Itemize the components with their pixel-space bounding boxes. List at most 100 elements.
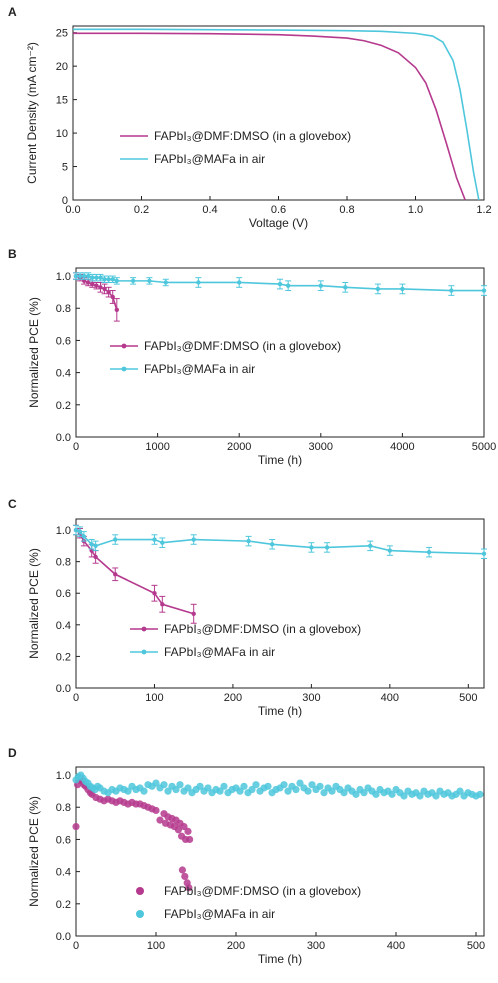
x-tick-label: 0.6 [271,204,286,216]
panel-letter: B [8,247,17,261]
legend-label: FAPbI₃@DMF:DMSO (in a glovebox) [164,884,361,898]
data-point [237,280,242,285]
data-point [163,280,168,285]
data-point [416,792,424,800]
data-point [113,572,118,577]
legend-item: FAPbI₃@DMF:DMSO (in a glovebox) [110,339,341,353]
data-point [388,790,396,798]
data-point [90,275,95,280]
data-point [269,542,275,547]
y-axis-title: Normalized PCE (%) [27,297,41,408]
data-point [110,277,115,282]
x-tick-label: 0.2 [134,204,149,216]
x-tick-label: 200 [227,940,245,952]
data-point [113,537,118,542]
data-point [284,787,292,795]
legend-label: FAPbI₃@DMF:DMSO (in a glovebox) [154,129,351,143]
series-line [73,28,480,201]
panel-letter: D [8,746,17,760]
x-tick-label: 0 [73,940,79,952]
data-point [481,288,487,293]
x-tick-label: 200 [224,692,242,704]
legend-item: FAPbI₃@DMF:DMSO (in a glovebox) [120,129,351,143]
data-point [102,286,107,292]
x-axis-title: Time (h) [258,704,302,718]
data-point [73,273,79,279]
chart-panel-a: A 0.0 0.2 0.4 0.6 0.8 1.0 1.2 0 5 10 15 20 25 Voltage … [8,5,492,230]
y-axis-title: Normalized PCE (%) [27,796,41,907]
data-point [81,278,87,284]
legend-item: FAPbI₃@DMF:DMSO (in a glovebox) [130,622,361,636]
x-tick-label: 300 [307,940,325,952]
plot-frame [72,25,485,201]
x-tick-label: 500 [467,940,485,952]
data-point [86,273,91,279]
data-point [152,779,160,787]
x-tick-label: 0.8 [339,204,354,216]
x-tick-label: 100 [145,692,163,704]
data-point [164,787,172,795]
data-point [180,822,188,831]
legend-label: FAPbI₃@MAFa in air [164,907,275,921]
legend-item: FAPbI₃@MAFa in air [136,907,275,921]
y-tick-label: 15 [56,95,68,107]
x-tick-label: 300 [302,692,320,704]
legend-label: FAPbI₃@MAFa in air [154,152,265,166]
y-tick-label: 0.4 [56,867,71,879]
plot-frame [75,267,485,438]
data-point [277,281,283,287]
data-point [160,602,165,607]
x-tick-label: 0.0 [65,204,80,216]
data-point [456,787,464,795]
data-point [352,790,360,798]
panel-letter: C [8,497,17,511]
data-point [184,827,192,835]
legend-item: FAPbI₃@MAFa in air [130,645,275,659]
y-tick-label: 1.0 [56,770,71,782]
chart-panel-d: D 0 100 200 300 400 500 0.0 0.2 0.4 0.6 0.8 1.0 Time … [8,746,485,966]
data-point [140,787,148,795]
data-point [130,278,136,284]
data-point [204,784,212,792]
x-tick-label: 3000 [309,441,333,453]
x-tick-label: 500 [459,692,477,704]
legend-marker [121,343,127,349]
data-point [77,273,83,279]
data-point [220,782,228,790]
plot-frame [75,766,485,937]
series-dmf-dmso [73,272,120,322]
y-tick-label: 0.0 [56,683,71,695]
legend-marker [136,887,144,895]
series-line [73,32,466,201]
data-point [184,784,192,792]
data-point [81,534,87,539]
series-dmf-dmso [73,32,466,201]
data-point [196,280,201,285]
data-point [476,790,484,798]
data-point [308,781,316,789]
x-tick-label: 400 [387,940,405,952]
data-point [400,286,405,292]
data-point [94,283,99,288]
data-point [86,280,91,285]
legend-marker [136,910,144,918]
y-tick-label: 0.8 [56,557,71,569]
data-point [481,551,487,556]
y-axis-title: Normalized PCE (%) [27,548,41,659]
x-tick-label: 5000 [472,441,496,453]
data-point [236,787,244,795]
data-point [93,543,98,549]
data-point [174,826,182,834]
data-point [176,781,184,789]
data-point [324,545,330,550]
data-point [240,782,248,790]
x-tick-label: 2000 [227,441,251,453]
data-point [156,816,164,824]
y-tick-label: 0.6 [56,335,71,347]
data-point [181,872,189,881]
data-point [73,527,79,533]
data-point [110,294,115,300]
data-point [152,806,160,815]
y-tick-label: 0 [62,195,68,207]
